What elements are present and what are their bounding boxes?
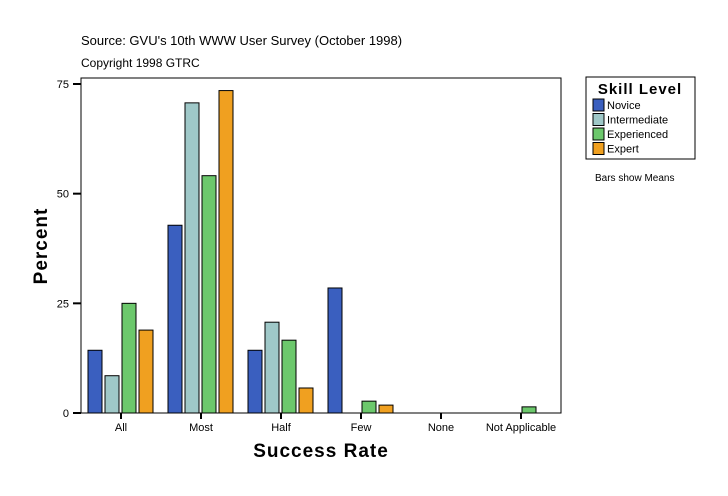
- legend-swatch: [592, 142, 605, 155]
- bar-expert-half: [298, 387, 314, 414]
- x-tick-label: None: [428, 422, 454, 434]
- y-tick-label: 25: [57, 298, 69, 310]
- bar-expert-all: [138, 329, 154, 414]
- x-tick-label: Most: [189, 422, 213, 434]
- legend-label: Intermediate: [607, 115, 668, 127]
- x-tick-label: All: [115, 422, 127, 434]
- bar-novice-half: [247, 349, 263, 414]
- y-tick-label: 75: [57, 79, 69, 91]
- bar-experienced-half: [281, 339, 297, 414]
- legend-swatch: [592, 127, 605, 141]
- bar-novice-few: [327, 287, 343, 414]
- source-text: Source: GVU's 10th WWW User Survey (Octo…: [81, 33, 403, 48]
- legend-label: Experienced: [607, 129, 668, 141]
- x-tick-label: Few: [351, 422, 372, 434]
- legend-label: Novice: [607, 100, 641, 112]
- bar-expert-most: [218, 90, 234, 414]
- x-tick-label: Not Applicable: [486, 422, 556, 434]
- bar-experienced-most: [201, 175, 217, 414]
- y-tick-label: 50: [57, 189, 69, 201]
- legend-swatch: [592, 113, 605, 126]
- plot-area: [80, 77, 562, 414]
- bar-intermediate-all: [104, 375, 120, 414]
- legend-swatch: [592, 98, 605, 112]
- bar-expert-few: [378, 404, 394, 414]
- bar-novice-most: [167, 224, 183, 414]
- y-axis-label: Percent: [31, 208, 52, 285]
- bar-novice-all: [87, 349, 103, 414]
- legend-label: Expert: [607, 144, 639, 156]
- x-axis-label: Success Rate: [253, 441, 389, 462]
- bar-intermediate-half: [264, 321, 280, 414]
- copyright-text: Copyright 1998 GTRC: [81, 56, 200, 70]
- bar-experienced-not-applicable: [521, 406, 537, 414]
- legend: Skill Level Novice Intermediate Experience…: [585, 76, 696, 160]
- x-tick-label: Half: [271, 422, 292, 434]
- bar-experienced-all: [121, 302, 137, 414]
- bar-intermediate-most: [184, 102, 200, 414]
- y-tick-label: 0: [63, 408, 69, 420]
- legend-title: Skill Level: [598, 81, 682, 98]
- bars-note: Bars show Means: [595, 173, 675, 184]
- bar-experienced-few: [361, 400, 377, 414]
